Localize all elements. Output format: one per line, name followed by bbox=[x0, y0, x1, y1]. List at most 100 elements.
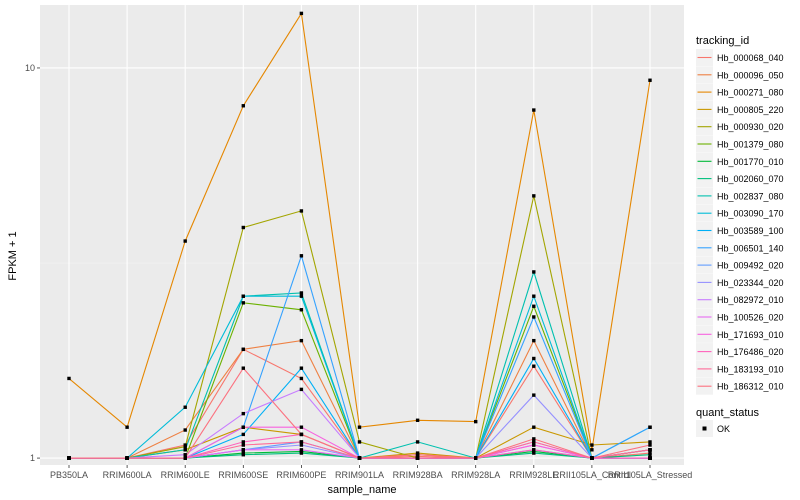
legend-label: Hb_000805_220 bbox=[717, 105, 784, 115]
x-tick-label: RRIM901LA bbox=[335, 470, 384, 480]
legend-item: Hb_002060_070 bbox=[696, 170, 784, 188]
legend-item: Hb_023344_020 bbox=[696, 273, 784, 291]
data-point bbox=[474, 419, 478, 424]
legend-item: Hb_001770_010 bbox=[696, 152, 784, 170]
x-tick-label: RRIM600PE bbox=[276, 470, 326, 480]
y-axis: 1 10 bbox=[25, 63, 40, 463]
data-point bbox=[357, 440, 362, 444]
y-tick-label: 10 bbox=[25, 63, 35, 73]
legend-label: Hb_002837_080 bbox=[717, 191, 784, 201]
legend-label: Hb_003090_170 bbox=[717, 209, 784, 219]
data-point bbox=[532, 356, 536, 361]
legend-label: Hb_001770_010 bbox=[717, 157, 784, 167]
data-point bbox=[590, 443, 594, 447]
data-point bbox=[299, 448, 304, 452]
data-point bbox=[241, 411, 245, 416]
data-point bbox=[299, 443, 304, 447]
legend-quant-status: quant_status OK bbox=[696, 407, 759, 437]
legend-label: Hb_006501_140 bbox=[717, 243, 784, 253]
data-point bbox=[299, 11, 304, 16]
legend-item: Hb_000805_220 bbox=[696, 100, 784, 118]
data-point bbox=[532, 443, 536, 447]
x-tick-label: RRIM600LA bbox=[103, 470, 152, 480]
legend-label: Hb_082972_010 bbox=[717, 295, 784, 305]
data-point bbox=[183, 239, 187, 243]
data-point bbox=[532, 270, 536, 274]
data-point bbox=[183, 428, 187, 432]
x-tick-label: RRIM600LE bbox=[161, 470, 210, 480]
legend-label: Hb_186312_010 bbox=[717, 382, 784, 392]
legend-label: Hb_002060_070 bbox=[717, 174, 784, 184]
data-point bbox=[67, 456, 71, 460]
legend-item: Hb_003090_170 bbox=[696, 204, 784, 222]
data-point bbox=[474, 456, 478, 460]
data-point bbox=[299, 432, 304, 437]
data-point bbox=[241, 104, 245, 108]
data-point bbox=[299, 294, 304, 298]
data-point bbox=[648, 448, 652, 452]
data-point bbox=[648, 456, 652, 460]
data-point bbox=[183, 448, 187, 452]
x-tick-label: RRIM928LE bbox=[509, 470, 558, 480]
legend-item: Hb_171693_010 bbox=[696, 325, 784, 343]
data-point bbox=[357, 425, 362, 429]
data-point bbox=[532, 437, 536, 441]
x-tick-label: RRIM928LA bbox=[451, 470, 500, 480]
data-point bbox=[241, 453, 245, 457]
data-point bbox=[532, 425, 536, 429]
legend-item: Hb_003589_100 bbox=[696, 222, 784, 239]
legend-item: Hb_082972_010 bbox=[696, 291, 784, 309]
legend-item: Hb_000068_040 bbox=[696, 49, 784, 66]
legend-item: Hb_000930_020 bbox=[696, 118, 784, 136]
legend-label: Hb_100526_020 bbox=[717, 313, 784, 323]
data-point bbox=[532, 294, 536, 298]
legend-item: Hb_001379_080 bbox=[696, 135, 784, 153]
data-point bbox=[241, 347, 245, 352]
data-point bbox=[241, 366, 245, 370]
data-point bbox=[299, 440, 304, 444]
y-axis-title: FPKM + 1 bbox=[7, 231, 19, 280]
data-point bbox=[299, 291, 304, 295]
legend-item: Hb_002837_080 bbox=[696, 187, 784, 205]
data-point bbox=[648, 443, 652, 447]
data-point bbox=[241, 443, 245, 447]
data-point bbox=[241, 440, 245, 444]
data-point bbox=[299, 338, 304, 343]
legend-item: Hb_186312_010 bbox=[696, 377, 784, 395]
data-point bbox=[648, 78, 652, 82]
data-point bbox=[648, 440, 652, 444]
data-point bbox=[241, 294, 245, 298]
data-point bbox=[648, 425, 652, 429]
legend-item: Hb_000096_050 bbox=[696, 66, 784, 84]
legend-label: Hb_023344_020 bbox=[717, 278, 784, 288]
legend-label: Hb_009492_020 bbox=[717, 261, 784, 271]
data-point bbox=[415, 418, 420, 422]
data-point bbox=[532, 108, 536, 112]
data-point bbox=[299, 387, 304, 392]
legend-item: Hb_000271_080 bbox=[696, 83, 784, 101]
data-point bbox=[357, 456, 362, 460]
data-point bbox=[183, 405, 187, 409]
data-point bbox=[299, 451, 304, 455]
data-point bbox=[532, 448, 536, 452]
legend-item: Hb_176486_020 bbox=[696, 343, 784, 361]
x-tick-label: PB350LA bbox=[50, 470, 88, 480]
data-point bbox=[415, 440, 420, 444]
data-point bbox=[241, 448, 245, 452]
data-point bbox=[125, 456, 129, 460]
data-point bbox=[590, 456, 594, 460]
legend-label: Hb_171693_010 bbox=[717, 330, 784, 340]
legend-label: Hb_000930_020 bbox=[717, 122, 784, 132]
data-point bbox=[241, 432, 245, 437]
data-point bbox=[532, 338, 536, 343]
legend-label: Hb_176486_020 bbox=[717, 347, 784, 357]
data-point bbox=[299, 209, 304, 213]
x-tick-label: RRII105LA_Stressed bbox=[608, 470, 693, 480]
x-axis: PB350LA RRIM600LA RRIM600LE RRIM600SE RRIM60… bbox=[50, 465, 692, 480]
legend-label: Hb_003589_100 bbox=[717, 226, 784, 236]
data-point bbox=[125, 425, 129, 429]
data-point bbox=[532, 364, 536, 368]
data-point bbox=[532, 194, 536, 198]
data-point bbox=[532, 393, 536, 397]
